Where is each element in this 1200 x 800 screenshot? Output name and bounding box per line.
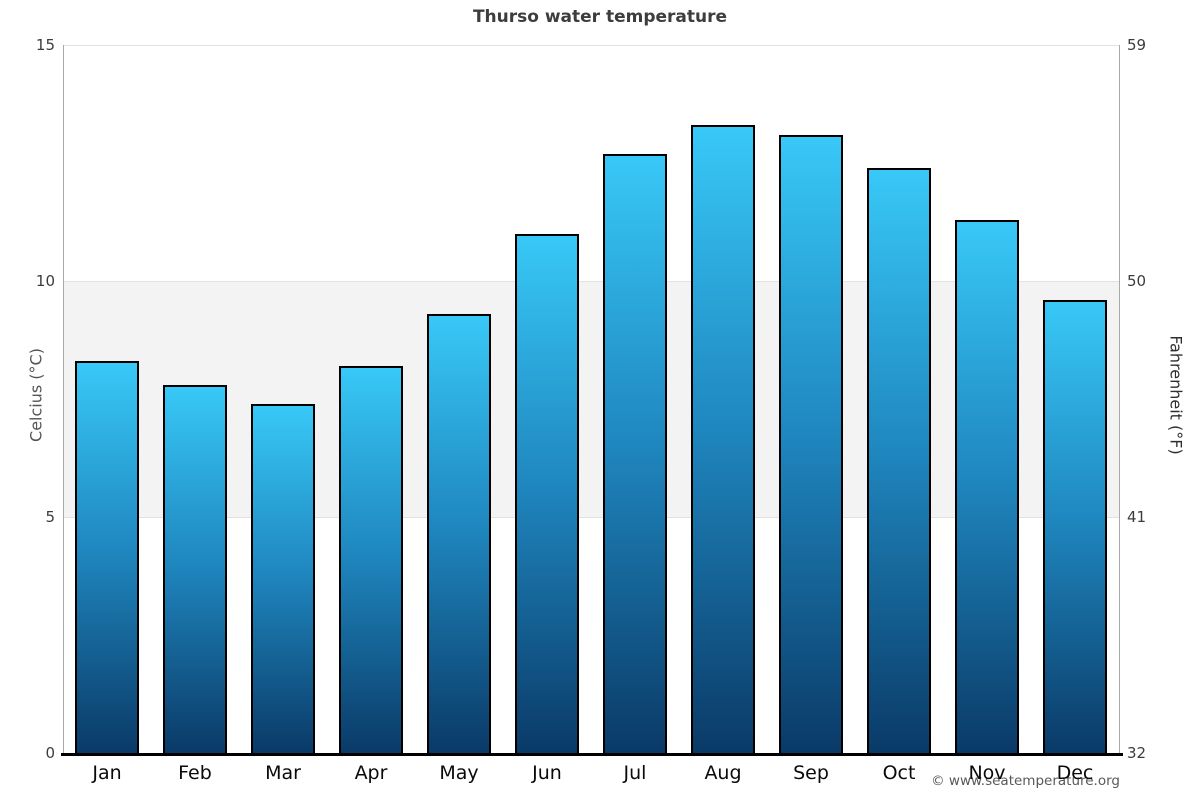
- bar-sep: [779, 134, 843, 753]
- x-tick-feb: Feb: [178, 762, 212, 784]
- copyright-attribution: © www.seatemperature.org: [931, 773, 1120, 789]
- x-tick-mar: Mar: [265, 762, 301, 784]
- x-tick-nov: Nov: [968, 762, 1006, 784]
- bar-jul: [603, 153, 667, 753]
- x-tick-aug: Aug: [704, 762, 742, 784]
- chart-title: Thurso water temperature: [472, 7, 728, 27]
- x-tick-may: May: [439, 762, 479, 784]
- y-tick-fahrenheit-41: 41: [1127, 508, 1147, 526]
- y-tick-fahrenheit-50: 50: [1127, 272, 1147, 290]
- y-tick-fahrenheit-32: 32: [1127, 744, 1147, 762]
- bar-mar: [251, 403, 315, 753]
- y-axis-title-fahrenheit: Fahrenheit (°F): [1166, 335, 1186, 455]
- bar-oct: [867, 167, 931, 753]
- bar-jun: [515, 233, 579, 753]
- bar-dec: [1043, 299, 1107, 753]
- x-tick-sep: Sep: [793, 762, 829, 784]
- bar-aug: [691, 125, 755, 753]
- bar-feb: [163, 384, 227, 753]
- x-tick-jul: Jul: [623, 762, 647, 784]
- x-axis-line: [61, 753, 1123, 756]
- y-tick-celsius-15: 15: [35, 36, 55, 54]
- gridline-15c: [63, 45, 1119, 46]
- y-tick-celsius-0: 0: [45, 744, 55, 762]
- bar-jan: [75, 361, 139, 753]
- bar-apr: [339, 365, 403, 753]
- y-tick-celsius-10: 10: [35, 272, 55, 290]
- x-tick-apr: Apr: [354, 762, 388, 784]
- right-axis-spine: [1119, 45, 1120, 754]
- x-tick-jun: Jun: [532, 762, 562, 784]
- gridline-5c: [63, 517, 1119, 518]
- x-tick-dec: Dec: [1056, 762, 1094, 784]
- y-axis-title-celsius: Celcius (°C): [26, 348, 46, 442]
- gridline-10c: [63, 281, 1119, 282]
- left-axis-spine: [63, 45, 64, 754]
- bar-may: [427, 314, 491, 753]
- x-tick-oct: Oct: [882, 762, 916, 784]
- y-tick-celsius-5: 5: [45, 508, 55, 526]
- bar-nov: [955, 219, 1019, 753]
- plot-area: [63, 45, 1119, 753]
- y-tick-fahrenheit-59: 59: [1127, 36, 1147, 54]
- x-tick-jan: Jan: [92, 762, 122, 784]
